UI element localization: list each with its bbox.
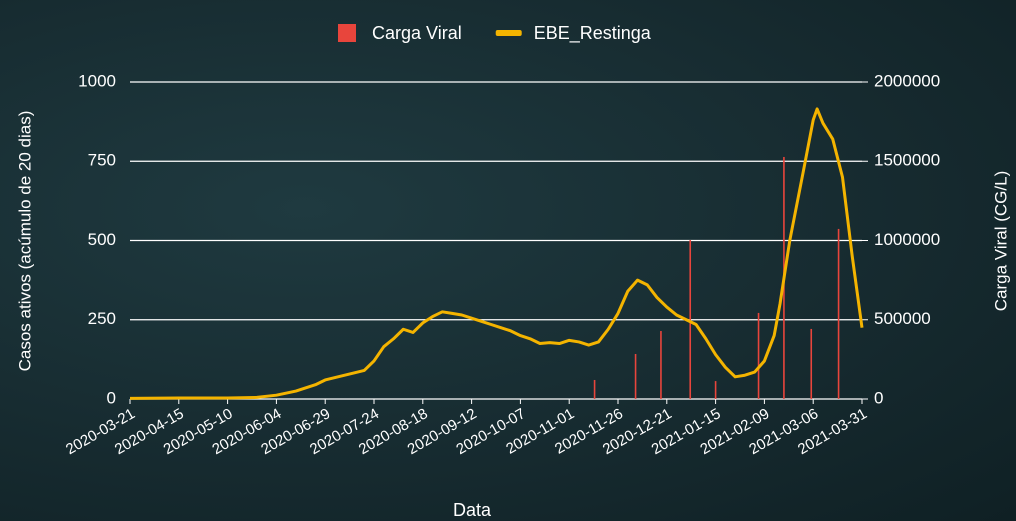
y-tick-label: 250 — [88, 309, 116, 328]
bar — [810, 328, 813, 399]
bar — [689, 240, 692, 399]
y2-tick-label: 1000000 — [874, 230, 940, 249]
bar — [714, 381, 717, 399]
y-tick-label: 500 — [88, 230, 116, 249]
y2-tick-label: 2000000 — [874, 71, 940, 90]
y2-tick-label: 0 — [874, 388, 883, 407]
bar — [660, 331, 662, 399]
y-tick-label: 1000 — [78, 71, 116, 90]
bar — [634, 353, 637, 399]
legend-label: Carga Viral — [372, 23, 462, 43]
y-tick-label: 0 — [107, 388, 116, 407]
bar — [837, 228, 840, 399]
y-axis-title: Casos ativos (acúmulo de 20 dias) — [15, 111, 34, 372]
legend-label: EBE_Restinga — [534, 23, 652, 44]
y2-tick-label: 1500000 — [874, 151, 940, 170]
y2-tick-label: 500000 — [874, 309, 931, 328]
x-axis-title: Data — [453, 500, 492, 520]
legend-swatch — [338, 24, 356, 42]
y2-axis-title: Carga Viral (CG/L) — [991, 171, 1010, 311]
y-tick-label: 750 — [88, 151, 116, 170]
bar — [593, 379, 596, 399]
line — [129, 107, 864, 400]
legend-swatch — [495, 30, 522, 36]
bar — [757, 312, 760, 399]
